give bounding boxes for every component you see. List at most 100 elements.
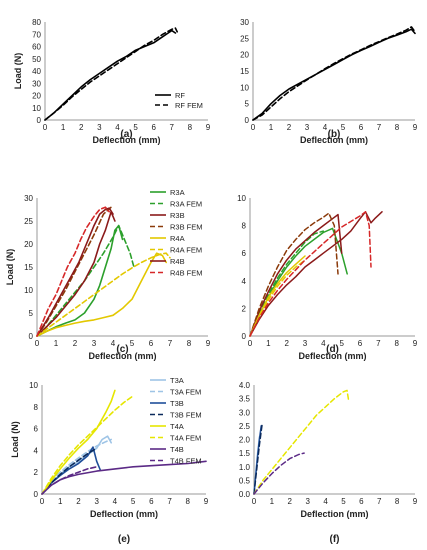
x-tick-label: 4 (115, 123, 120, 132)
y-tick-label: 25 (24, 217, 33, 226)
y-tick-label: 0 (245, 116, 250, 125)
x-tick-label: 5 (341, 123, 346, 132)
x-tick-label: 9 (206, 123, 211, 132)
series-line-t4a (41, 389, 116, 495)
y-tick-label: 20 (240, 51, 249, 60)
series-line-d-4 (249, 255, 306, 337)
x-tick-label: 6 (149, 497, 154, 506)
x-tick-label: 5 (339, 339, 344, 348)
y-tick-label: 70 (32, 30, 41, 39)
series-line-r4a-fem (36, 252, 171, 337)
y-tick-label: 2.5 (239, 422, 251, 431)
x-tick-label: 2 (284, 339, 289, 348)
series-line-r4b (36, 207, 114, 337)
legend-entry: RF (175, 91, 185, 100)
series-line-b-1 (252, 26, 416, 121)
y-tick-label: 8 (242, 222, 247, 231)
legend-entry: T4B FEM (170, 457, 202, 466)
y-tick-label: 2 (242, 304, 247, 313)
x-axis-label: Deflection (mm) (92, 135, 160, 145)
panel-label: (a) (120, 129, 132, 140)
x-tick-label: 6 (359, 123, 364, 132)
y-tick-label: 10 (237, 194, 246, 203)
x-tick-label: 5 (131, 497, 136, 506)
x-tick-label: 1 (269, 123, 274, 132)
x-tick-label: 8 (394, 339, 399, 348)
y-tick-label: 30 (32, 79, 41, 88)
series-line-r3a-fem (36, 224, 135, 337)
y-tick-label: 30 (240, 18, 249, 27)
y-tick-label: 10 (24, 286, 33, 295)
series-line-r3a (36, 224, 124, 337)
series-line-d-5 (249, 259, 306, 337)
y-tick-label: 0.5 (239, 476, 251, 485)
x-tick-label: 6 (149, 339, 154, 348)
y-tick-label: 6 (34, 425, 39, 434)
x-tick-label: 4 (321, 339, 326, 348)
series-line-r4b-fem (36, 206, 110, 337)
panel-label: (e) (118, 534, 130, 545)
series-line-t3b (41, 446, 102, 495)
legend-entry: T4A (170, 422, 184, 431)
y-tick-label: 1.5 (239, 449, 251, 458)
y-tick-label: 0.0 (239, 490, 251, 499)
x-tick-label: 1 (266, 339, 271, 348)
series-line-t3b-fem (41, 447, 98, 495)
x-tick-label: 6 (358, 339, 363, 348)
x-tick-label: 7 (377, 123, 382, 132)
x-tick-label: 8 (395, 123, 400, 132)
y-axis-label: Load (N) (10, 421, 20, 458)
x-tick-label: 1 (54, 339, 59, 348)
legend-entry: R3A (170, 188, 185, 197)
series-line-rf-fem (44, 27, 178, 121)
x-tick-label: 7 (168, 339, 173, 348)
x-tick-label: 7 (167, 497, 172, 506)
y-tick-label: 25 (240, 34, 249, 43)
x-tick-label: 2 (73, 339, 78, 348)
y-tick-label: 20 (24, 240, 33, 249)
y-tick-label: 2 (34, 468, 39, 477)
chart-panel-c: 0 1 2 3 4 5 6 7 8 9 0 5 10 15 20 25 30 Deflection (mm) Loa… (5, 188, 211, 361)
x-tick-label: 7 (377, 497, 382, 506)
y-tick-label: 10 (29, 381, 38, 390)
y-tick-label: 1.0 (239, 463, 251, 472)
legend-entry: R4A (170, 234, 185, 243)
x-tick-label: 4 (111, 339, 116, 348)
x-tick-label: 3 (305, 497, 310, 506)
series-line-d-7 (249, 211, 372, 337)
legend-entry: T3B FEM (170, 411, 202, 420)
x-tick-label: 7 (170, 123, 175, 132)
x-tick-label: 5 (341, 497, 346, 506)
series-line-d-3 (249, 212, 339, 337)
legend: T3A T3A FEM T3B T3B FEM T4A T4A FEM T4B T4B FEM (150, 376, 202, 466)
y-tick-label: 10 (240, 83, 249, 92)
series-line-r4a (36, 252, 167, 337)
legend-entry: R4B FEM (170, 269, 203, 278)
y-tick-label: 20 (32, 92, 41, 101)
x-tick-label: 0 (40, 497, 45, 506)
panel-label: (c) (116, 344, 128, 355)
x-tick-label: 6 (359, 497, 364, 506)
chart-panel-f: 0 1 2 3 4 5 6 7 8 9 0.0 0.5 1.0 1.5 2.0 2.5 3.0 3.5 4.0 Def… (239, 381, 418, 545)
x-tick-label: 9 (204, 497, 209, 506)
y-tick-label: 0 (242, 332, 247, 341)
x-tick-label: 2 (76, 497, 81, 506)
y-tick-label: 30 (24, 194, 33, 203)
x-tick-label: 2 (288, 497, 293, 506)
series-line-t4b-fem (41, 465, 98, 495)
x-tick-label: 2 (287, 123, 292, 132)
panel-label: (f) (330, 534, 340, 545)
x-axis-label: Deflection (mm) (90, 509, 158, 519)
x-tick-label: 1 (61, 123, 66, 132)
legend-entry: R3B (170, 211, 185, 220)
chart-panel-b: 0 1 2 3 4 5 6 7 8 9 0 5 10 15 20 25 30 Deflection (mm)(b) (240, 18, 418, 145)
x-tick-label: 3 (97, 123, 102, 132)
x-axis-label: Deflection (mm) (300, 509, 368, 519)
series-line-r3b-fem (36, 206, 112, 337)
series-line-t4a-fem (41, 395, 134, 495)
x-tick-label: 0 (252, 497, 257, 506)
y-tick-label: 2.0 (239, 436, 251, 445)
y-tick-label: 4 (242, 277, 247, 286)
